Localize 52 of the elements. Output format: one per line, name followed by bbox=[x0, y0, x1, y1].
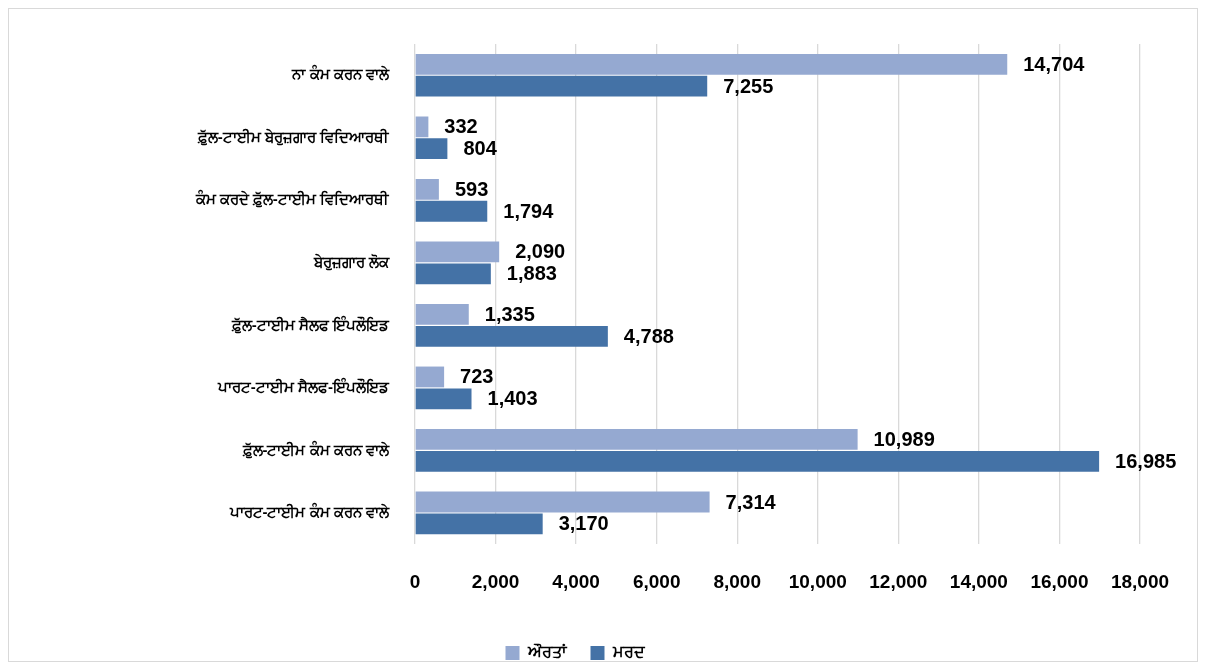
data-label: 2,090 bbox=[515, 240, 566, 263]
data-label: 14,704 bbox=[1023, 52, 1086, 75]
x-tick-label: 14,000 bbox=[949, 570, 1008, 592]
y-tick-label: ਪਾਰਟ-ਟਾਈਮ ਕੰਮ ਕਰਨ ਵਾਲੇ bbox=[228, 502, 390, 521]
legend-label: ਮਰਦ bbox=[611, 643, 646, 661]
data-label: 10,989 bbox=[873, 427, 935, 450]
data-label: 7,314 bbox=[725, 490, 777, 513]
bar bbox=[415, 75, 708, 97]
x-tick-label: 0 bbox=[409, 570, 421, 592]
bar bbox=[415, 53, 1008, 75]
data-label: 593 bbox=[454, 177, 489, 200]
x-tick-label: 12,000 bbox=[869, 570, 928, 592]
bar bbox=[415, 429, 858, 450]
x-tick-label: 6,000 bbox=[632, 570, 681, 592]
data-label: 16,985 bbox=[1115, 449, 1177, 472]
x-tick-label: 10,000 bbox=[788, 570, 847, 592]
y-tick-label: ਫ਼ੁੱਲ-ਟਾਈਮ ਕੰਮ ਕਰਨ ਵਾਲੇ bbox=[241, 439, 390, 459]
data-label: 1,335 bbox=[484, 302, 535, 325]
bar bbox=[415, 116, 429, 138]
data-label: 332 bbox=[444, 115, 478, 138]
bar bbox=[415, 263, 491, 285]
x-tick-label: 2,000 bbox=[471, 570, 520, 592]
bar bbox=[415, 178, 439, 200]
data-label: 3,170 bbox=[558, 512, 609, 535]
bar bbox=[415, 388, 472, 410]
bar bbox=[415, 304, 469, 325]
x-tick-label: 16,000 bbox=[1030, 570, 1089, 592]
bar bbox=[415, 200, 488, 222]
y-tick-label: ਫ਼ੁੱਲ-ਟਾਈਮ ਸੈਲਫ ਇੰਪਲੌਇਡ bbox=[230, 314, 390, 334]
data-label: 1,794 bbox=[503, 199, 555, 222]
data-label: 4,788 bbox=[623, 324, 674, 347]
bar bbox=[415, 491, 710, 513]
bar bbox=[415, 241, 500, 263]
data-label: 804 bbox=[463, 137, 498, 160]
y-tick-label: ਪਾਰਟ-ਟਾਈਮ ਸੈਲਫ-ਇੰਪਲੌਇਡ bbox=[216, 377, 390, 396]
legend-label: ਔਰਤਾਂ bbox=[526, 643, 568, 661]
data-label: 1,403 bbox=[487, 387, 538, 410]
data-label: 7,255 bbox=[723, 74, 774, 97]
bar bbox=[415, 450, 1100, 472]
bar bbox=[415, 138, 448, 160]
x-tick-label: 4,000 bbox=[552, 570, 600, 592]
x-tick-label: 18,000 bbox=[1110, 570, 1170, 592]
data-label: 1,883 bbox=[506, 262, 557, 285]
data-label: 723 bbox=[460, 365, 494, 388]
y-tick-label: ਨਾ ਕੰਮ ਕਰਨ ਵਾਲੇ bbox=[291, 64, 390, 83]
y-tick-label: ਕੰਮ ਕਰਦੇ ਫ਼ੁੱਲ-ਟਾਈਮ ਵਿਦਿਆਰਥੀ bbox=[194, 189, 390, 209]
bar bbox=[415, 325, 608, 347]
y-tick-label: ਬੇਰੁਜ਼ਗਾਰ ਲੋਕ bbox=[312, 252, 390, 271]
bar bbox=[415, 513, 543, 535]
x-tick-label: 8,000 bbox=[713, 570, 761, 592]
y-tick-label: ਫ਼ੁੱਲ-ਟਾਈਮ ਬੇਰੁਜ਼ਗਾਰ ਵਿਦਿਆਰਥੀ bbox=[196, 127, 390, 146]
bar bbox=[415, 366, 445, 388]
